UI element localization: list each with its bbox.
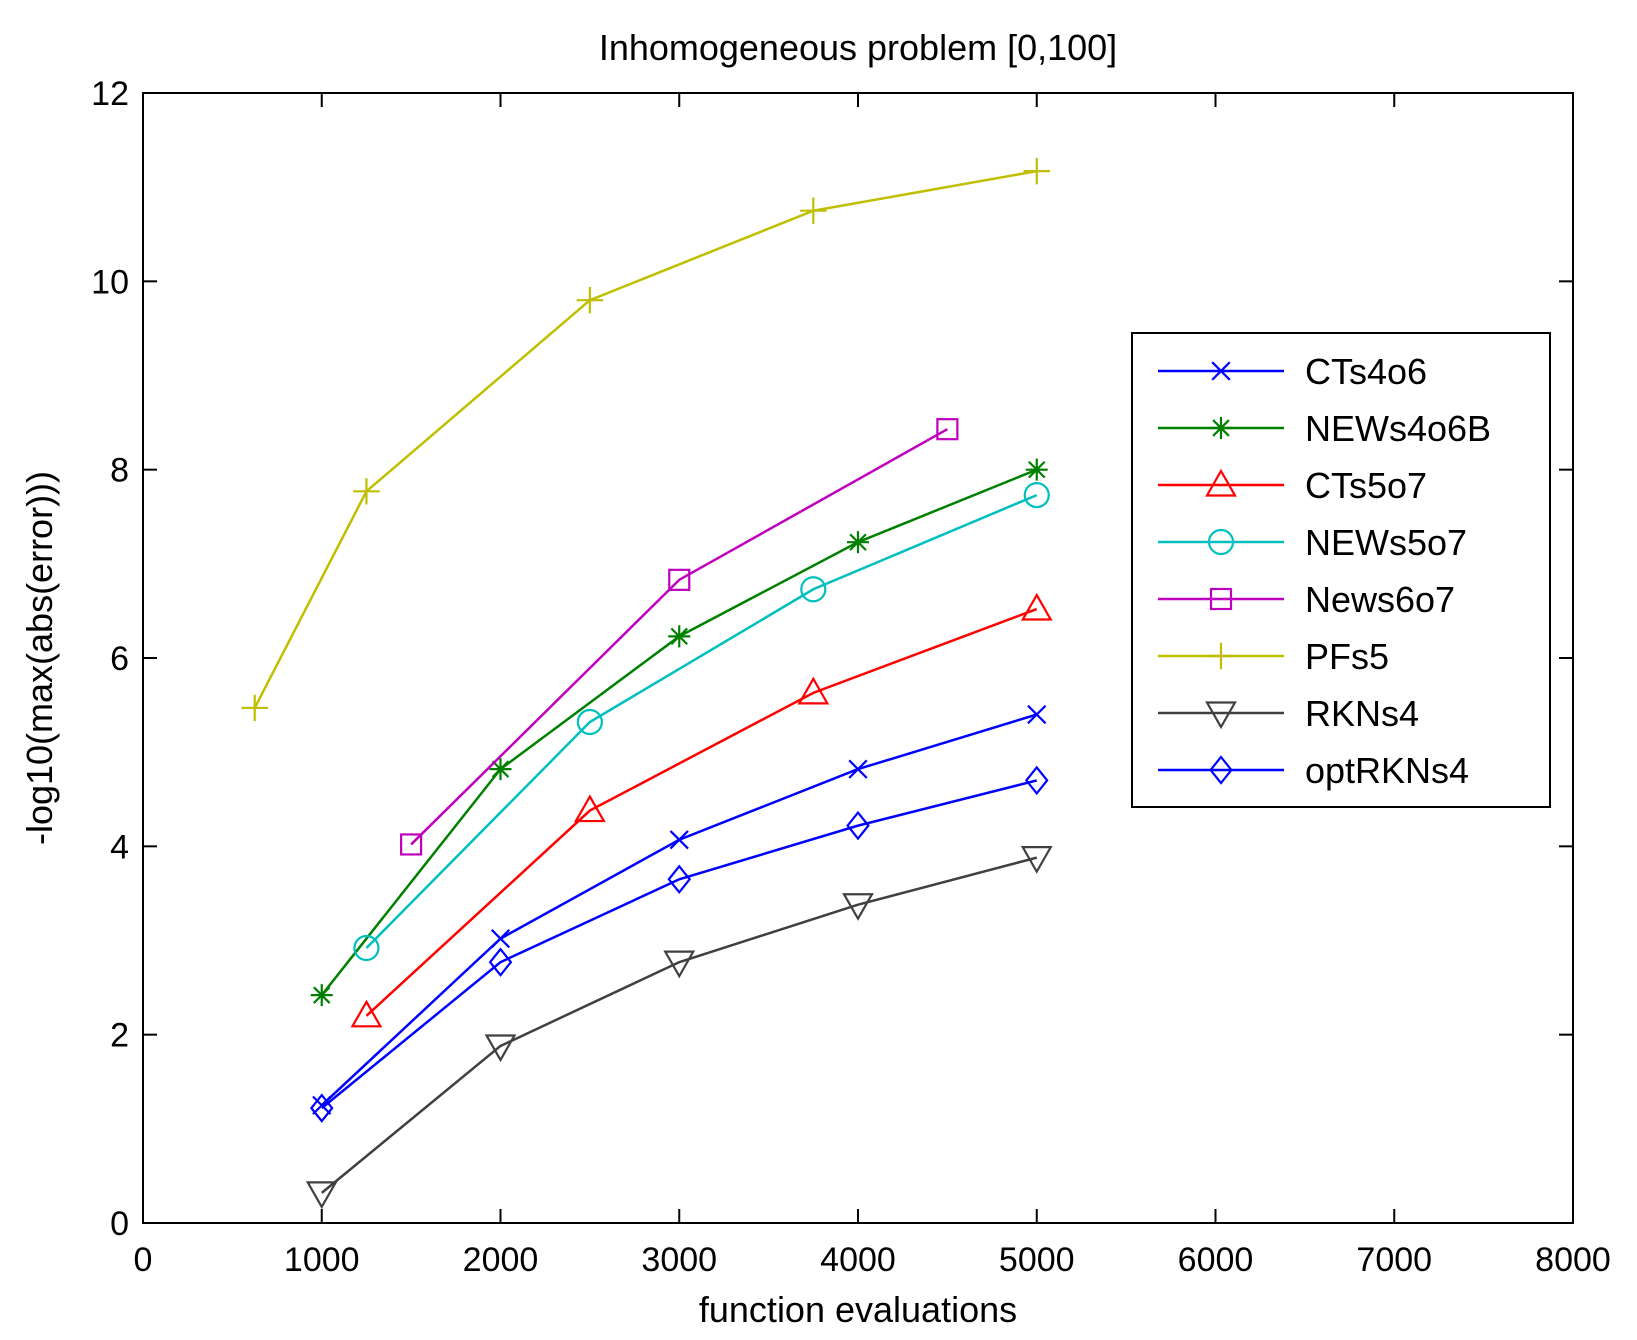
data-point: [1023, 157, 1050, 185]
legend-entry: optRKNs4: [1158, 750, 1469, 791]
data-point: [353, 478, 380, 505]
series-news6o7: [400, 418, 959, 856]
legend-marker: [1207, 528, 1235, 556]
legend-label: NEWs5o7: [1305, 522, 1467, 563]
axes: 0 1000 2000 3000 4000 5000 6000 7000 8000 0 2 4 6 8 10…: [91, 75, 1611, 1279]
data-point: [309, 1093, 334, 1123]
legend-entry: CTs5o7: [1158, 465, 1427, 506]
series-cts5o7: [350, 592, 1053, 1028]
legend-marker: [1209, 755, 1233, 785]
series-line: [410, 428, 948, 846]
data-point: [1020, 592, 1053, 621]
legend-entry: CTs4o6: [1158, 351, 1427, 392]
y-tick-label: 2: [110, 1017, 129, 1055]
series-line: [365, 607, 1038, 1017]
x-tick-label: 7000: [1356, 1241, 1432, 1279]
data-point: [400, 833, 423, 856]
data-point: [668, 625, 691, 648]
data-point: [484, 1034, 517, 1063]
data-point: [310, 984, 333, 1007]
data-point: [848, 759, 868, 779]
data-point: [842, 893, 874, 921]
y-tick-label: 4: [110, 828, 129, 866]
y-tick-label: 6: [110, 640, 129, 678]
y-tick-label: 10: [91, 263, 129, 301]
legend-entry: News6o7: [1158, 579, 1455, 620]
data-point: [669, 830, 689, 850]
data-point: [488, 947, 513, 977]
data-point: [576, 708, 603, 736]
legend: CTs4o6 NEWs4o6B CTs5o7 NEWs5o7 News6o7 PFs5 RK…: [1131, 332, 1551, 808]
series-news5o7: [353, 481, 1050, 962]
data-point: [576, 286, 604, 314]
series-optrkns4: [309, 765, 1049, 1123]
legend-label: PFs5: [1305, 636, 1389, 677]
legend-label: NEWs4o6B: [1305, 408, 1491, 449]
y-tick-label: 8: [110, 452, 129, 490]
data-point: [489, 758, 512, 781]
data-point: [936, 418, 959, 441]
legend-marker: [1209, 587, 1233, 611]
x-tick-label: 6000: [1178, 1241, 1254, 1279]
x-tick-label: 4000: [820, 1241, 896, 1279]
data-point: [797, 676, 830, 705]
series-line: [320, 856, 1038, 1194]
legend-label: optRKNs4: [1305, 750, 1469, 791]
legend-entry: RKNs4: [1158, 693, 1419, 734]
x-tick-label: 0: [134, 1241, 153, 1279]
x-tick-label: 3000: [641, 1241, 717, 1279]
data-point: [241, 694, 268, 722]
data-point: [305, 1181, 338, 1210]
data-point: [847, 531, 869, 554]
legend-marker: [1210, 417, 1232, 439]
series-layer: [241, 157, 1053, 1210]
data-point: [353, 934, 380, 962]
data-point: [1027, 704, 1047, 725]
data-point: [350, 999, 383, 1028]
data-point: [312, 1095, 332, 1115]
legend-entry: PFs5: [1158, 636, 1389, 677]
data-point: [663, 950, 696, 979]
legend-marker: [1205, 701, 1237, 730]
series-line: [320, 779, 1038, 1110]
plot-frame: [142, 92, 1574, 1224]
legend-marker: [1211, 361, 1231, 381]
data-point: [573, 794, 606, 823]
legend-marker: [1205, 468, 1237, 497]
chart-title: Inhomogeneous problem [0,100]: [599, 27, 1117, 68]
legend-label: CTs5o7: [1305, 465, 1427, 506]
series-pfs5: [241, 157, 1050, 722]
x-tick-label: 5000: [999, 1241, 1075, 1279]
series-line: [365, 493, 1038, 949]
series-news4o6b: [310, 458, 1048, 1007]
legend-label: RKNs4: [1305, 693, 1419, 734]
data-point: [1025, 458, 1048, 481]
legend-label: CTs4o6: [1305, 351, 1427, 392]
x-tick-label: 2000: [463, 1241, 539, 1279]
data-point: [490, 929, 511, 949]
data-point: [1023, 481, 1050, 509]
data-point: [800, 576, 827, 603]
data-point: [1020, 846, 1053, 874]
legend-entry: NEWs4o6B: [1158, 408, 1491, 449]
x-axis-label: function evaluations: [699, 1289, 1017, 1330]
data-point: [667, 864, 692, 895]
x-tick-label: 8000: [1535, 1241, 1611, 1279]
legend-label: News6o7: [1305, 579, 1455, 620]
data-point: [846, 810, 870, 841]
data-point: [668, 568, 691, 591]
data-point: [1024, 765, 1049, 796]
legend-entry: NEWs5o7: [1158, 522, 1467, 563]
legend-box: [1131, 332, 1551, 808]
series-cts4o6: [312, 704, 1047, 1115]
series-rkns4: [305, 846, 1053, 1210]
data-point: [800, 197, 827, 224]
y-tick-label: 12: [91, 75, 129, 113]
legend-marker: [1207, 642, 1235, 670]
x-tick-label: 1000: [284, 1241, 360, 1279]
y-tick-label: 0: [110, 1205, 129, 1243]
y-axis-label: -log10(max(abs(error))): [19, 471, 60, 845]
